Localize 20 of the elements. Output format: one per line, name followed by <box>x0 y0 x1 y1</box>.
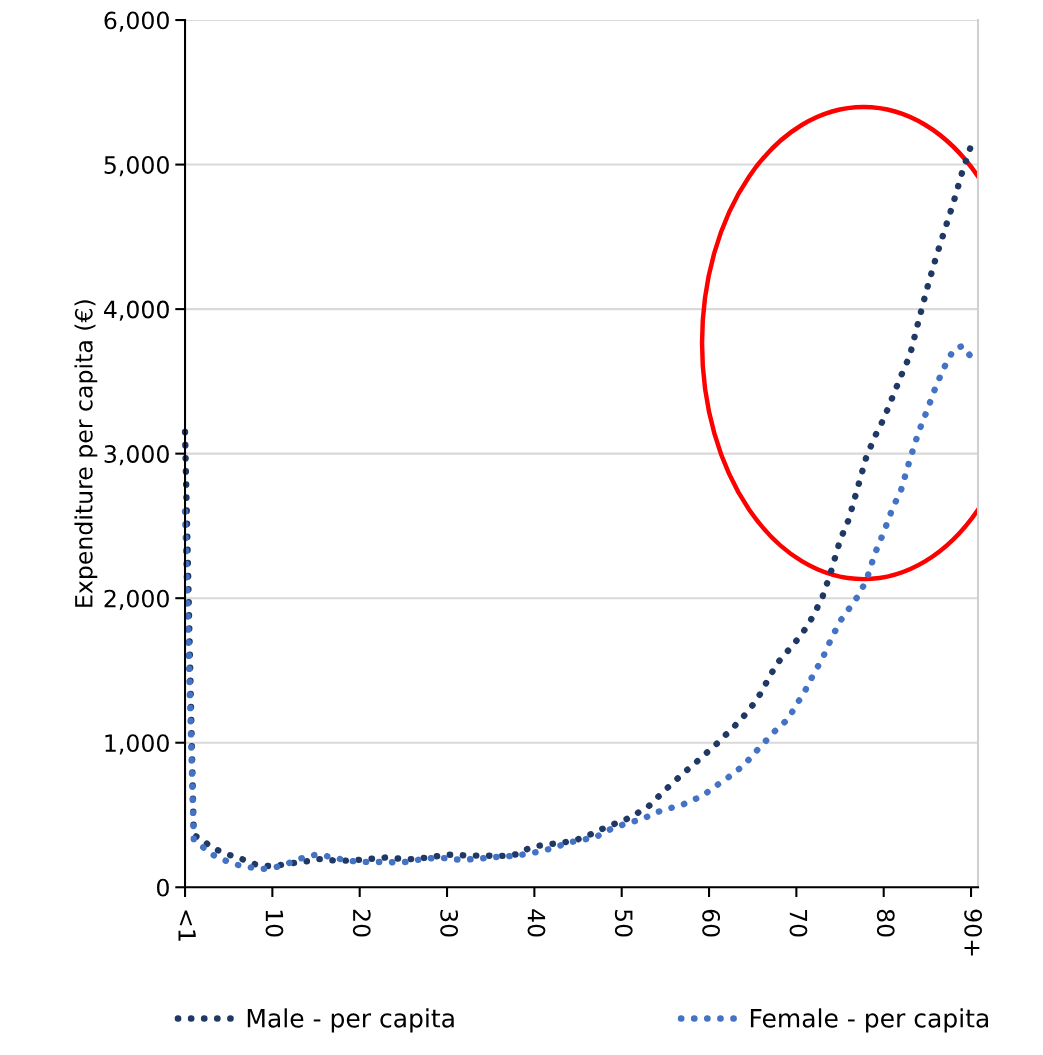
x-tick-label: 80 <box>876 909 895 937</box>
y-tick-label: 2,000 <box>104 589 169 610</box>
x-tick-label: 50 <box>614 909 633 937</box>
x-tick-label: 40 <box>527 909 546 937</box>
y-tick-label: 3,000 <box>104 445 169 466</box>
x-tick-label: 60 <box>702 909 721 937</box>
y-tick-label: 1,000 <box>105 734 169 755</box>
x-tick-label: 90+ <box>964 909 983 956</box>
y-tick-label: 0 <box>156 878 169 897</box>
legend-label: Female - per capita <box>750 1008 988 1033</box>
x-tick-label: 70 <box>789 910 808 937</box>
y-axis-title: Expenditure per capita (€) <box>74 300 98 607</box>
x-tick-label: 10 <box>265 910 284 937</box>
x-tick-label: 20 <box>352 909 371 937</box>
x-tick-label: 30 <box>440 909 459 937</box>
y-tick-label: 5,000 <box>104 156 169 177</box>
y-tick-label: 6,000 <box>104 11 169 32</box>
x-tick-label: <1 <box>178 910 196 941</box>
y-tick-label: 4,000 <box>104 300 169 321</box>
legend-label: Male - per capita <box>247 1008 454 1033</box>
